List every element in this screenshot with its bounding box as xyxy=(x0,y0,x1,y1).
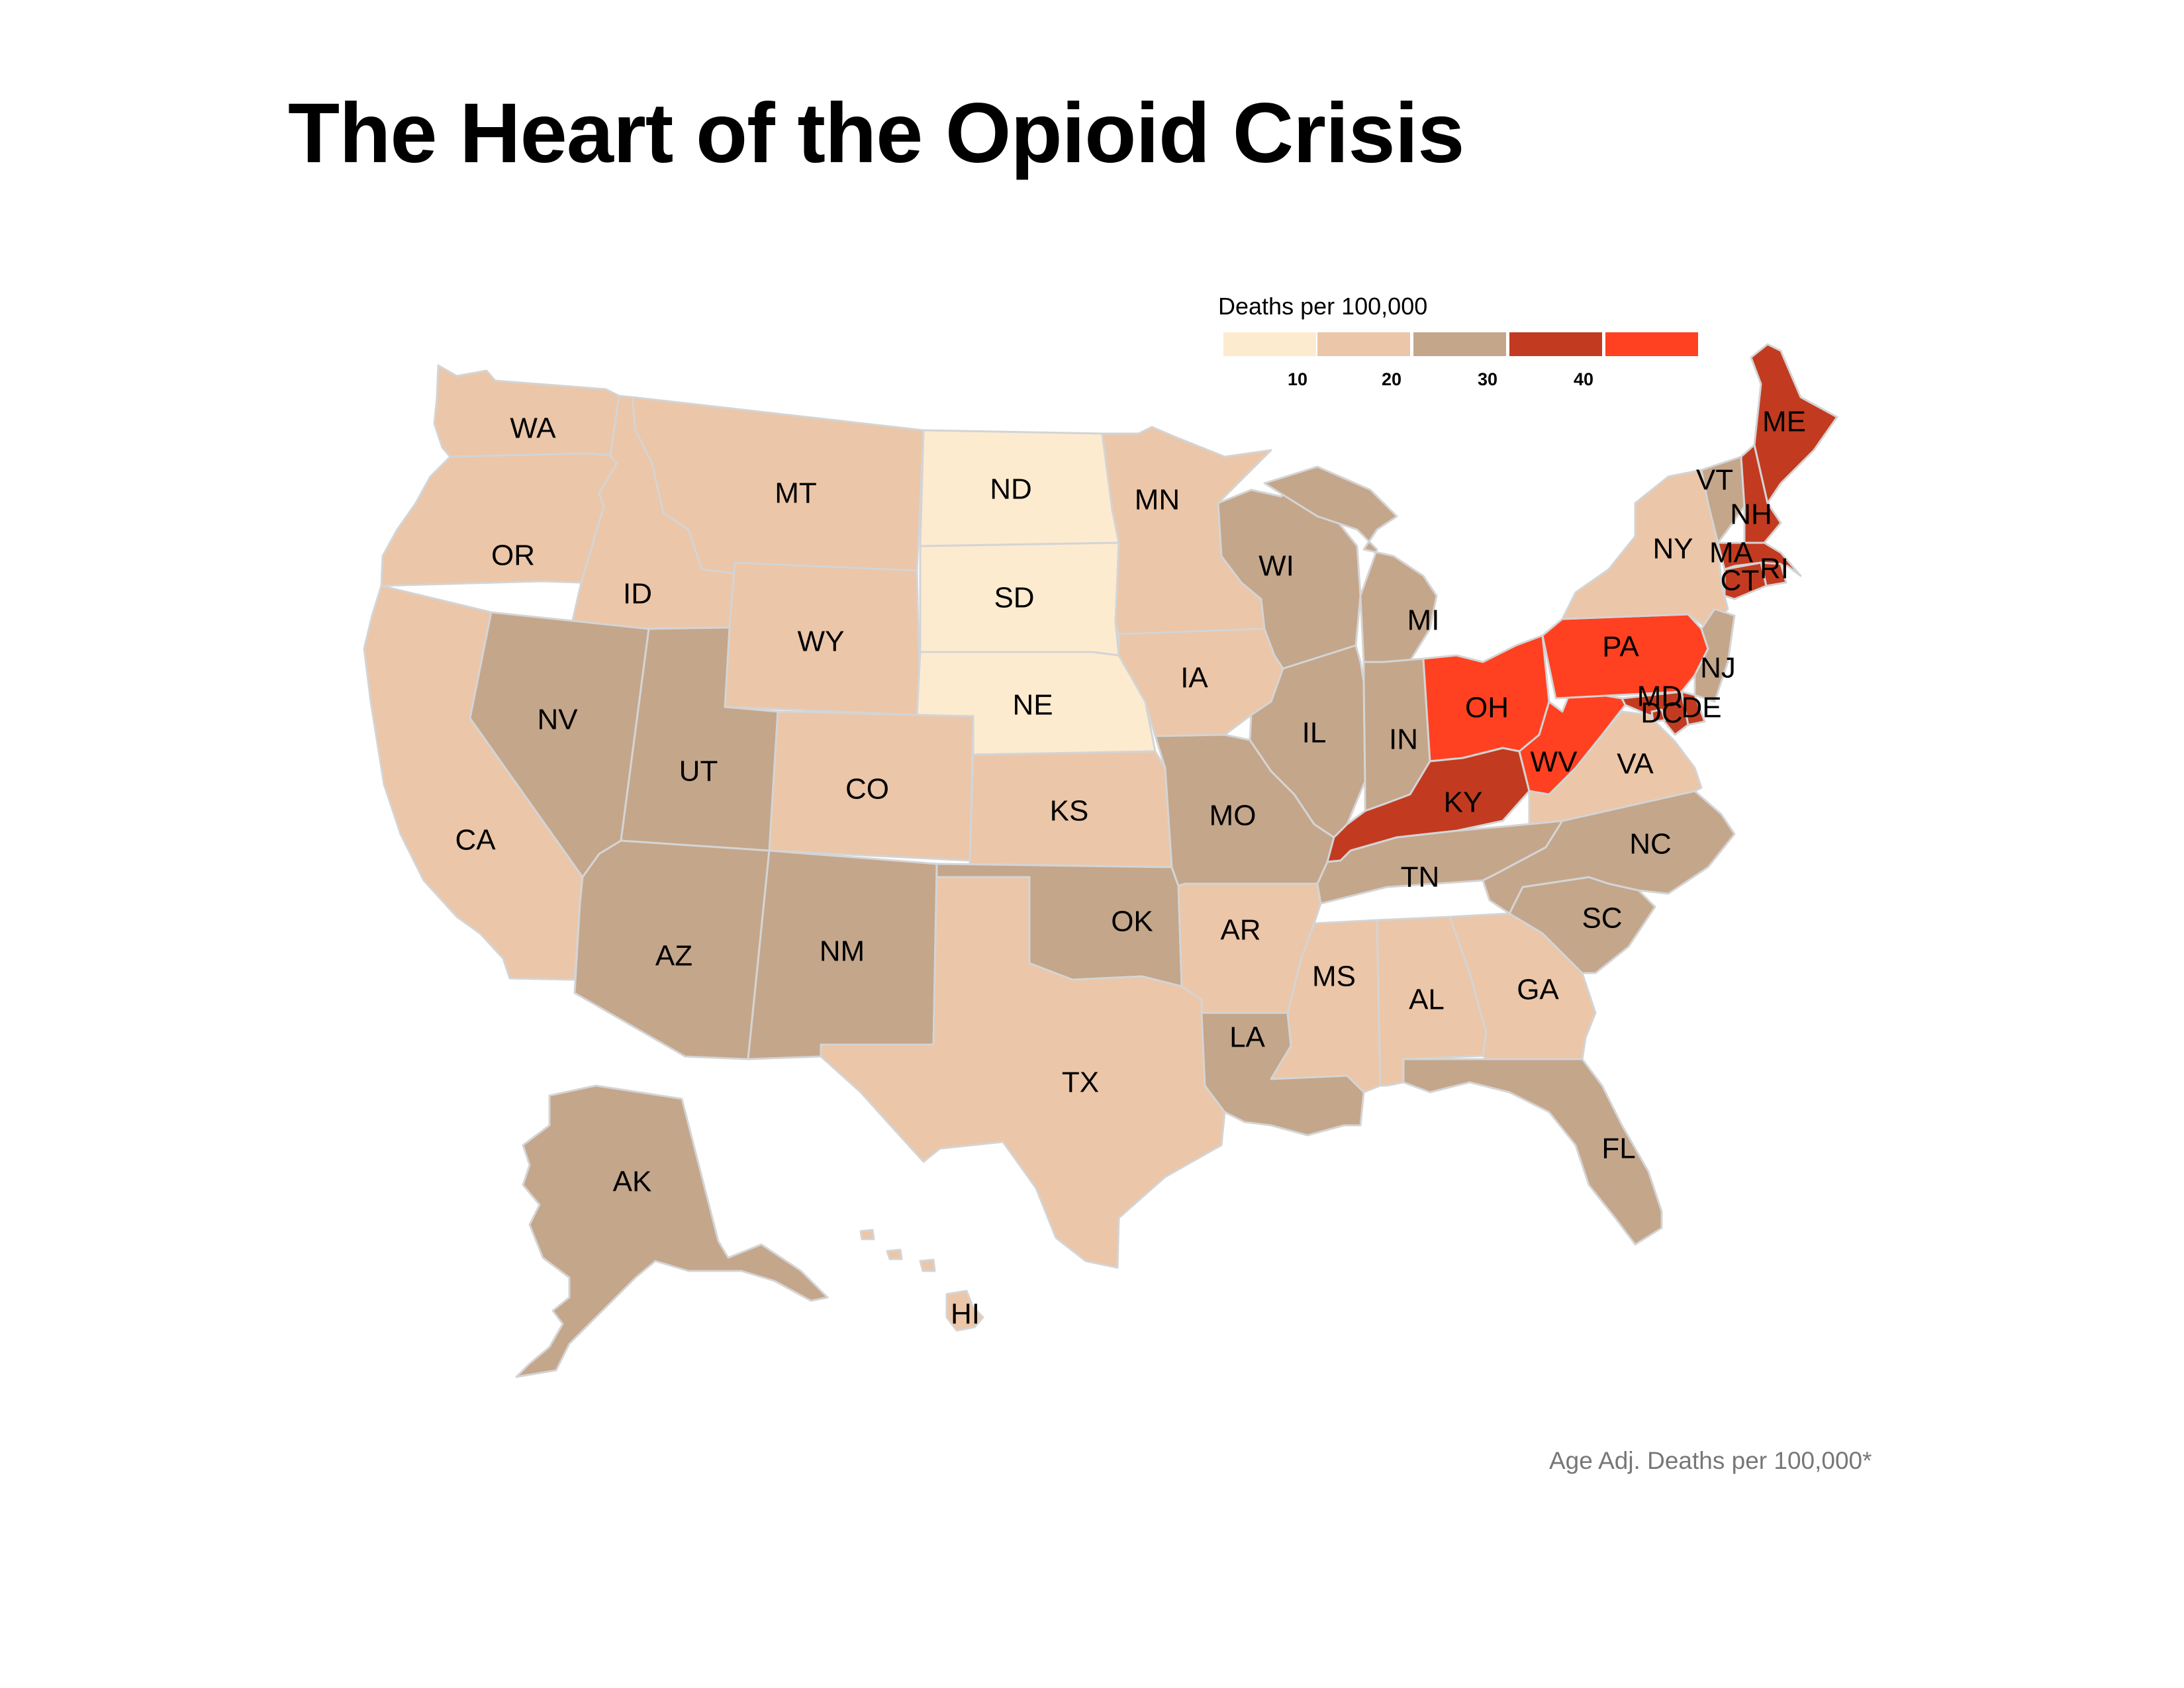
legend-swatch xyxy=(1317,332,1410,356)
state-label-tn: TN xyxy=(1401,861,1440,894)
state-label-ut: UT xyxy=(679,755,718,788)
state-label-ga: GA xyxy=(1517,974,1559,1006)
state-label-in: IN xyxy=(1389,724,1418,756)
state-label-ky: KY xyxy=(1444,786,1483,819)
legend-tick-label: 40 xyxy=(1573,369,1594,389)
state-label-ny: NY xyxy=(1652,533,1693,565)
state-label-nm: NM xyxy=(820,935,865,968)
state-label-va: VA xyxy=(1617,748,1654,780)
state-ky xyxy=(1326,747,1531,863)
state-dc xyxy=(1650,708,1666,723)
state-label-ia: IA xyxy=(1180,662,1208,694)
state-label-mt: MT xyxy=(775,477,817,510)
state-label-ca: CA xyxy=(455,824,496,857)
state-label-id: ID xyxy=(623,578,652,610)
state-labels-layer: WA OR CA ID MT WY NV UT CO AZ NM ND SD NE KS OK TX MN IA MO… xyxy=(455,406,1806,1331)
state-label-or: OR xyxy=(491,539,535,572)
state-label-mo: MO xyxy=(1210,800,1257,832)
state-nc xyxy=(1482,790,1736,915)
state-label-oh: OH xyxy=(1465,692,1509,724)
state-label-ar: AR xyxy=(1220,914,1260,947)
state-label-wy: WY xyxy=(798,626,845,658)
state-label-wa: WA xyxy=(510,412,556,445)
legend-swatch xyxy=(1605,332,1698,356)
state-label-mi: MI xyxy=(1407,604,1440,637)
state-fl xyxy=(1402,1058,1663,1246)
state-label-ne: NE xyxy=(1012,689,1053,722)
legend-title: Deaths per 100,000 xyxy=(1218,293,1428,320)
state-hi xyxy=(859,1229,984,1332)
state-label-mn: MN xyxy=(1135,484,1180,516)
state-tx xyxy=(820,876,1226,1269)
state-nj xyxy=(1693,608,1736,703)
state-label-wv: WV xyxy=(1531,746,1578,778)
state-label-dc: DC xyxy=(1640,697,1683,729)
state-label-vt: VT xyxy=(1696,464,1733,496)
state-me xyxy=(1750,343,1838,504)
state-label-co: CO xyxy=(845,773,889,806)
state-label-nj: NJ xyxy=(1700,652,1736,684)
state-label-fl: FL xyxy=(1601,1133,1635,1165)
map-caption: Age Adj. Deaths per 100,000* xyxy=(1549,1447,1872,1474)
state-label-nv: NV xyxy=(537,704,578,736)
state-label-la: LA xyxy=(1229,1021,1265,1054)
state-label-il: IL xyxy=(1302,717,1327,749)
state-mi xyxy=(1263,465,1438,663)
state-label-nh: NH xyxy=(1730,498,1772,531)
state-label-ks: KS xyxy=(1050,795,1089,827)
state-label-hi: HI xyxy=(951,1298,980,1331)
map-title: The Heart of the Opioid Crisis xyxy=(288,86,1464,181)
state-wy xyxy=(724,561,922,716)
state-il xyxy=(1249,644,1366,839)
state-label-md: MD xyxy=(1637,680,1682,713)
state-mt xyxy=(631,396,925,575)
state-label-pa: PA xyxy=(1602,631,1639,663)
state-label-sd: SD xyxy=(994,582,1034,614)
legend-swatches xyxy=(1223,332,1698,356)
legend-tick-label: 30 xyxy=(1477,369,1498,389)
state-label-nc: NC xyxy=(1629,828,1672,861)
state-label-nd: ND xyxy=(990,473,1032,506)
state-label-ct: CT xyxy=(1721,565,1760,597)
state-label-tx: TX xyxy=(1062,1066,1099,1099)
state-az xyxy=(573,839,771,1060)
state-label-ri: RI xyxy=(1760,553,1789,585)
state-label-sc: SC xyxy=(1582,902,1622,935)
states-layer xyxy=(363,343,1838,1378)
state-label-ak: AK xyxy=(613,1166,652,1198)
state-label-ok: OK xyxy=(1111,906,1153,938)
state-ak xyxy=(515,1084,829,1378)
legend-tick-label: 20 xyxy=(1381,369,1402,389)
state-label-ma: MA xyxy=(1709,537,1754,569)
state-label-ms: MS xyxy=(1312,961,1356,993)
legend-swatch xyxy=(1509,332,1602,356)
state-label-me: ME xyxy=(1762,406,1806,438)
legend-tick-label: 10 xyxy=(1287,369,1308,389)
state-label-de: DE xyxy=(1681,692,1721,724)
state-ct xyxy=(1723,561,1768,600)
legend-swatch xyxy=(1223,332,1316,356)
legend-swatch xyxy=(1413,332,1506,356)
state-label-al: AL xyxy=(1409,984,1445,1016)
state-label-wi: WI xyxy=(1258,550,1294,583)
state-label-az: AZ xyxy=(655,940,692,972)
